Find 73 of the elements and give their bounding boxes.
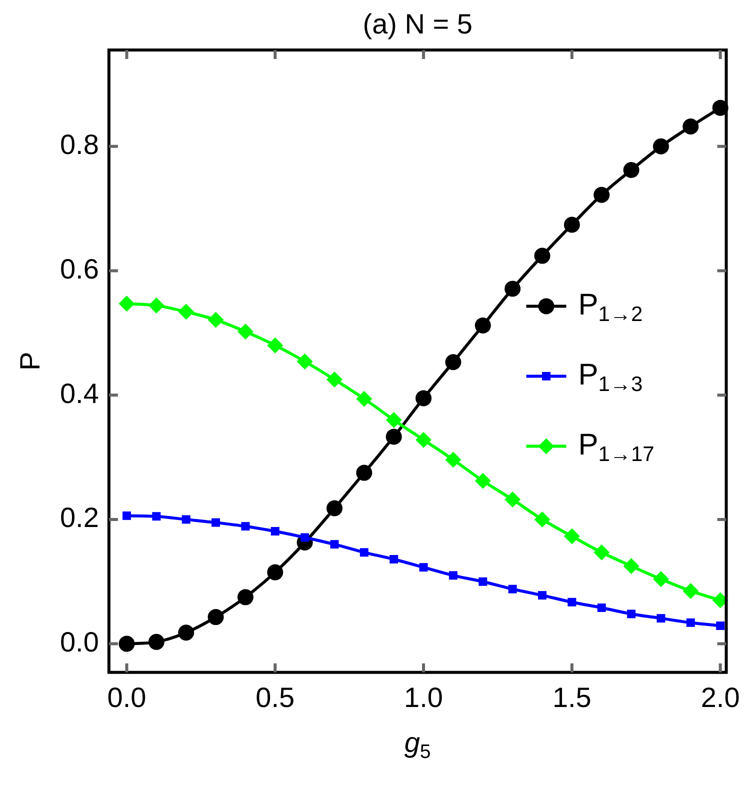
y-axis-title: P	[14, 352, 46, 371]
point	[122, 511, 131, 520]
chart-title: (a) N = 5	[362, 8, 472, 40]
point	[326, 500, 342, 516]
x-tick-label: 0.0	[107, 682, 146, 713]
point	[296, 354, 313, 370]
point	[326, 372, 342, 388]
point	[148, 298, 164, 314]
point	[623, 162, 640, 178]
point	[474, 472, 491, 489]
point	[237, 589, 254, 606]
point	[478, 577, 488, 586]
point	[419, 563, 428, 572]
point	[597, 603, 606, 612]
point	[445, 452, 462, 468]
point	[682, 582, 699, 599]
point	[267, 337, 284, 354]
point	[623, 558, 640, 574]
point	[241, 522, 250, 531]
x-tick-label: 1.0	[404, 682, 443, 713]
point	[300, 533, 310, 542]
point	[118, 636, 135, 652]
y-tick-label: 0.8	[60, 129, 99, 160]
point	[716, 622, 725, 630]
point	[356, 390, 372, 407]
point	[356, 464, 372, 481]
point	[712, 592, 728, 608]
point	[652, 571, 669, 588]
point	[267, 564, 284, 580]
x-tick-label: 0.5	[256, 682, 295, 713]
point	[448, 571, 458, 580]
point	[152, 512, 161, 521]
point	[386, 412, 402, 428]
point	[656, 614, 666, 623]
point	[178, 304, 194, 320]
point	[237, 324, 254, 340]
x-tick-label: 1.5	[552, 682, 592, 713]
y-tick-label: 0.4	[60, 378, 99, 409]
point	[682, 118, 699, 134]
point	[474, 317, 491, 334]
point	[270, 527, 280, 536]
y-tick-label: 0.0	[60, 626, 99, 658]
point	[686, 618, 695, 627]
point	[504, 280, 521, 297]
point	[594, 186, 610, 203]
point	[416, 432, 432, 448]
point	[564, 528, 580, 544]
point	[330, 540, 339, 549]
point	[627, 610, 636, 618]
point	[118, 296, 135, 312]
point	[445, 354, 462, 370]
point	[390, 554, 398, 564]
point	[652, 138, 669, 154]
point	[508, 584, 517, 594]
point	[564, 216, 580, 233]
x-tick-label: 2.0	[700, 682, 740, 713]
point	[208, 609, 224, 626]
point	[534, 511, 550, 528]
point	[182, 515, 190, 524]
point	[148, 634, 164, 650]
point	[178, 624, 194, 641]
point	[504, 492, 521, 508]
point	[538, 591, 546, 600]
point	[208, 312, 224, 328]
point	[212, 518, 220, 527]
point	[416, 390, 432, 406]
point	[568, 598, 576, 606]
point	[534, 248, 550, 264]
y-tick-label: 0.2	[60, 502, 99, 534]
y-tick-label: 0.6	[60, 253, 99, 284]
point	[360, 548, 368, 557]
point	[594, 544, 610, 560]
point	[386, 428, 402, 445]
